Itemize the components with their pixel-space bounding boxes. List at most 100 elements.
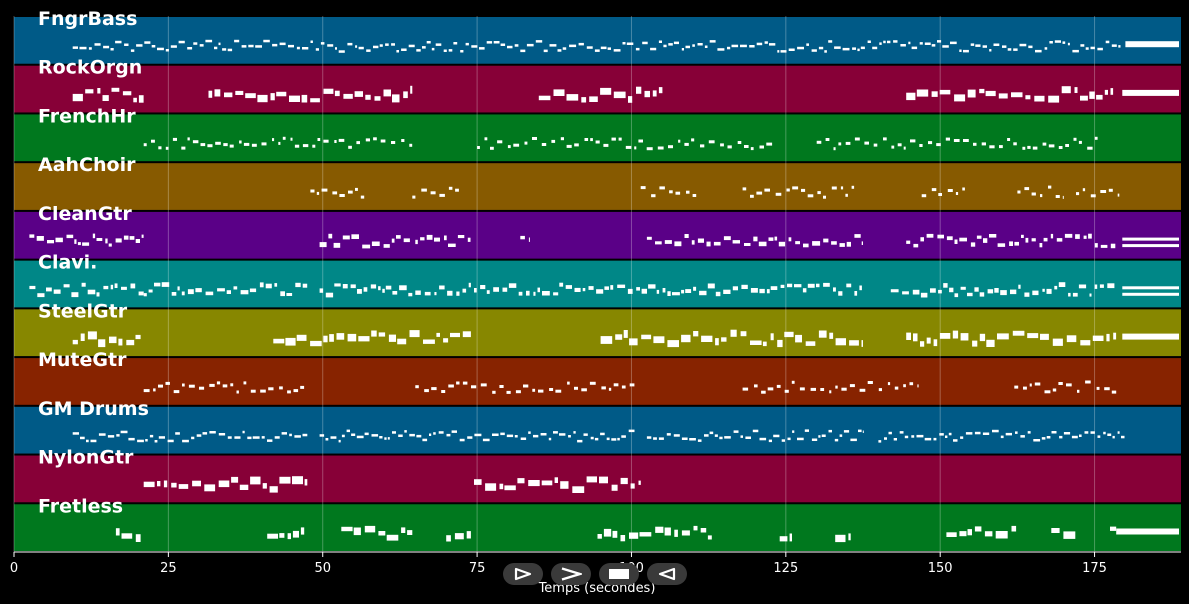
- note-8-0: [116, 434, 120, 437]
- note-8-3: [1015, 431, 1018, 434]
- rewind-button[interactable]: [503, 563, 543, 585]
- stop-button[interactable]: [599, 563, 639, 585]
- note-8-0: [227, 436, 232, 439]
- note-2-2: [873, 143, 878, 147]
- note-9-1: [517, 478, 525, 484]
- note-8-0: [149, 434, 154, 438]
- note-10-1: [267, 533, 278, 539]
- note-6-1: [462, 331, 471, 338]
- note-6-3: [1106, 333, 1110, 342]
- note-6-3: [997, 333, 1009, 340]
- note-4-5: [1075, 234, 1080, 239]
- play-button[interactable]: [551, 563, 591, 585]
- note-9-0: [292, 476, 303, 485]
- note-8-3: [945, 435, 948, 438]
- note-0-0: [740, 44, 747, 48]
- note-7-1: [532, 388, 536, 392]
- note-5-1: [233, 286, 238, 290]
- note-8-3: [948, 432, 952, 436]
- note-0-0: [416, 49, 421, 52]
- note-5-4: [574, 287, 581, 292]
- note-0-0: [227, 48, 233, 52]
- note-0-0: [507, 45, 513, 49]
- note-1-2: [658, 87, 663, 94]
- note-7-3: [1014, 385, 1019, 389]
- note-0-0: [600, 46, 607, 50]
- note-0-0: [479, 47, 485, 50]
- note-3-4: [962, 187, 965, 191]
- note-6-3: [979, 333, 986, 342]
- note-10-4: [620, 535, 626, 542]
- note-7-3: [1111, 390, 1117, 394]
- note-1-3: [931, 91, 938, 97]
- note-10-8: [1051, 528, 1060, 533]
- note-3-2: [640, 186, 646, 190]
- note-10-4: [681, 530, 690, 536]
- note-7-3: [1104, 387, 1110, 391]
- note-2-0: [181, 146, 186, 150]
- note-8-3: [1103, 431, 1106, 435]
- note-3-3: [792, 186, 799, 190]
- note-8-2: [828, 429, 832, 433]
- note-2-2: [963, 139, 969, 142]
- note-0-0: [586, 46, 593, 49]
- note-7-2: [776, 384, 781, 388]
- note-2-0: [317, 138, 321, 141]
- note-7-2: [841, 387, 847, 391]
- note-8-0: [182, 439, 189, 443]
- note-6-3: [986, 339, 995, 347]
- playback-controls: [503, 563, 687, 585]
- note-0-0: [199, 44, 204, 47]
- note-1-3: [998, 93, 1008, 99]
- note-10-1: [292, 530, 299, 538]
- note-3-6: [1090, 194, 1096, 198]
- note-10-4: [693, 525, 698, 531]
- note-5-3: [439, 285, 445, 290]
- track-label-4: CleanGtr: [38, 203, 132, 225]
- note-8-3: [1121, 435, 1125, 439]
- note-6-1: [409, 330, 420, 338]
- back-button[interactable]: [647, 563, 687, 585]
- note-5-4: [723, 289, 731, 294]
- note-8-1: [433, 432, 436, 435]
- note-10-7: [995, 531, 1008, 539]
- note-8-0: [218, 433, 226, 436]
- note-7-2: [849, 384, 855, 388]
- note-4-0: [123, 235, 129, 240]
- note-4-4: [795, 241, 800, 245]
- note-0-0: [668, 43, 673, 46]
- note-7-1: [523, 384, 529, 388]
- note-0-0: [460, 50, 464, 53]
- note-8-0: [145, 439, 148, 442]
- note-10-0: [115, 528, 120, 536]
- note-0-0: [887, 40, 891, 44]
- note-8-2: [646, 436, 652, 439]
- note-3-4: [955, 192, 959, 195]
- note-4-4: [674, 241, 682, 247]
- track-band-7: [14, 358, 1181, 405]
- note-0-0: [607, 47, 611, 50]
- note-2-0: [290, 137, 293, 141]
- note-0-0: [681, 48, 684, 51]
- note-8-3: [960, 436, 964, 439]
- note-1-3: [1080, 95, 1088, 101]
- note-5-4: [823, 282, 830, 287]
- note-6-2: [615, 334, 623, 340]
- note-8-0: [154, 440, 158, 443]
- note-1-1: [334, 90, 340, 97]
- note-5-1: [177, 286, 180, 291]
- note-4-5: [970, 242, 976, 247]
- note-1-0: [102, 95, 109, 101]
- note-0-0: [1097, 47, 1103, 51]
- note-8-1: [628, 429, 635, 433]
- note-0-0: [764, 41, 768, 44]
- note-0-0: [465, 42, 469, 46]
- note-1-1: [403, 91, 408, 99]
- note-8-1: [568, 435, 571, 438]
- note-5-1: [187, 289, 194, 295]
- note-8-1: [438, 431, 444, 434]
- note-0-0: [811, 49, 817, 52]
- note-10-1: [279, 533, 285, 538]
- note-8-2: [666, 433, 671, 436]
- note-8-0: [242, 430, 245, 434]
